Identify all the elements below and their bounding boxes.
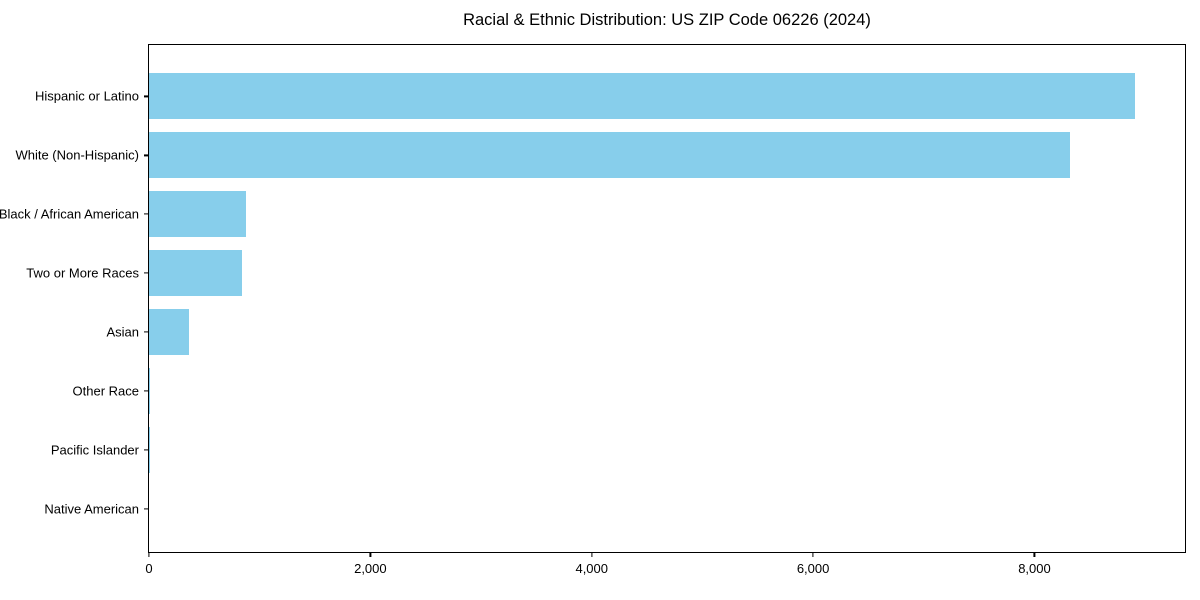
y-axis-tick xyxy=(144,95,149,98)
y-axis-label: Native American xyxy=(44,501,139,517)
bar-row: White (Non-Hispanic) xyxy=(15,126,1185,185)
bar xyxy=(149,250,242,297)
x-tick-mark xyxy=(148,552,150,557)
bar-row: Native American xyxy=(44,479,1185,538)
bar-row: Two or More Races xyxy=(26,244,1185,303)
y-axis-tick xyxy=(144,213,149,215)
y-axis-label: Hispanic or Latino xyxy=(34,88,139,104)
bar xyxy=(149,132,1071,179)
y-axis-tick xyxy=(144,507,149,510)
y-axis-label: Asian xyxy=(106,324,139,340)
x-tick-mark xyxy=(591,552,593,557)
x-tick-mark xyxy=(369,552,371,557)
bar-row: Pacific Islander xyxy=(51,420,1185,479)
x-tick-label: 2,000 xyxy=(354,561,387,576)
y-axis-tick xyxy=(144,331,149,333)
x-axis: 0 2,000 4,000 6,000 8,000 xyxy=(145,552,1185,582)
y-axis-label: Black / African American xyxy=(0,206,139,222)
y-axis-label: White (Non-Hispanic) xyxy=(15,147,139,163)
x-tick-label: 0 xyxy=(145,561,153,576)
chart-title: Racial & Ethnic Distribution: US ZIP Cod… xyxy=(463,11,871,29)
y-axis-label: Two or More Races xyxy=(26,265,139,281)
x-tick-label: 8,000 xyxy=(1018,561,1051,576)
bar-row: Asian xyxy=(106,303,1185,362)
bar xyxy=(149,426,150,473)
bar-row: Black / African American xyxy=(0,185,1185,244)
x-tick-label: 4,000 xyxy=(575,561,609,576)
y-axis-tick xyxy=(144,272,149,274)
plot-area: Hispanic or Latino White (Non-Hispanic) Bl… xyxy=(0,44,1186,576)
x-tick-label: 6,000 xyxy=(796,561,830,576)
x-tick-mark xyxy=(812,552,814,557)
bar xyxy=(149,73,1136,120)
y-axis-tick xyxy=(144,449,149,451)
x-tick-mark xyxy=(1033,552,1036,557)
y-axis-tick xyxy=(144,154,149,156)
y-axis-tick xyxy=(144,390,149,392)
plot-rows: Hispanic or Latino White (Non-Hispanic) Bl… xyxy=(0,45,1185,552)
bar-row: Hispanic or Latino xyxy=(35,67,1185,126)
bar xyxy=(149,191,247,238)
bar-row: Other Race xyxy=(73,361,1185,420)
y-axis-label: Other Race xyxy=(72,383,139,399)
y-axis-label: Pacific Islander xyxy=(50,442,139,458)
bar xyxy=(149,308,190,355)
bar xyxy=(149,367,151,414)
